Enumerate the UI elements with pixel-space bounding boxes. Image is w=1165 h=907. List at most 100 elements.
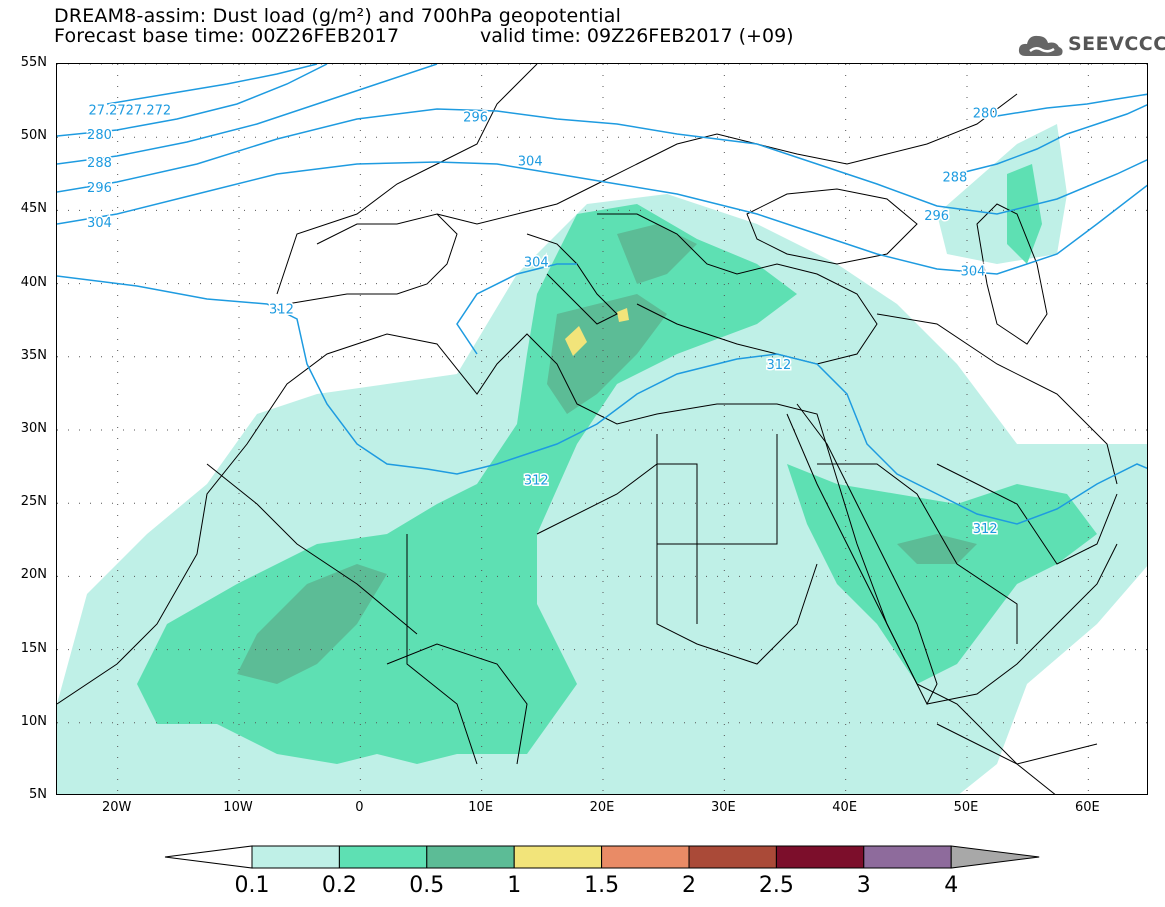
coastline-arabia — [926, 543, 1118, 705]
coastline-iberia — [286, 213, 458, 305]
coastline-europe — [276, 64, 538, 295]
contour-label: 296 — [463, 111, 488, 126]
contour-312 — [57, 275, 1147, 525]
colorbar-cell — [601, 845, 690, 869]
contour-label: 304 — [87, 216, 112, 231]
border-nigeria — [386, 643, 528, 765]
map-canvas: 27.2727.272 280 288 296 304 296 304 304 312 312 31… — [57, 64, 1147, 794]
map-title: DREAM8-assim: Dust load (g/m²) and 700hP… — [54, 5, 622, 27]
contour-296 — [57, 108, 1147, 215]
dust-band-1 — [565, 326, 587, 356]
coastline-italy — [526, 233, 618, 325]
lat-label: 35N — [20, 347, 47, 363]
coastline-balkans — [597, 213, 878, 365]
lat-label: 50N — [20, 128, 47, 144]
contour-label: 304 — [961, 264, 986, 279]
valid-time: valid time: 09Z26FEB2017 (+09) — [480, 25, 794, 47]
colorbar-label: 0.5 — [409, 873, 445, 898]
border-europe — [436, 93, 1018, 225]
lon-label: 50E — [953, 800, 979, 815]
colorbar-label: 0.1 — [234, 873, 270, 898]
lat-label: 55N — [20, 55, 47, 70]
lat-label: 10N — [20, 713, 47, 729]
colorbar-under-triangle — [164, 845, 253, 869]
border-sahara-1 — [206, 463, 418, 635]
contour-label: 296 — [87, 181, 112, 196]
colorbar-cell — [863, 845, 952, 869]
colorbar — [164, 845, 1040, 869]
colorbar-cell — [338, 845, 428, 869]
contour-label: 312 — [973, 522, 998, 537]
contour-label: 288 — [942, 171, 967, 186]
contour-labels: 27.2727.272 280 288 296 304 296 304 304 312 312 31… — [86, 102, 1000, 539]
contour-label: 280 — [973, 106, 998, 121]
lon-label: 20W — [101, 800, 132, 815]
contour-label: 312 — [524, 474, 549, 489]
border-iran — [876, 313, 1118, 485]
geopotential-contours — [57, 64, 1147, 525]
lat-label: 15N — [20, 640, 47, 656]
contour-280-east — [996, 93, 1147, 117]
border-sudan — [656, 544, 818, 665]
contour-288-east — [956, 104, 1147, 175]
colorbar-label: 4 — [944, 873, 959, 898]
coastline-africa — [57, 333, 1056, 794]
colorbar-cell — [688, 845, 777, 869]
dust-band-0.5 — [237, 564, 387, 684]
colorbar-label: 2.5 — [758, 873, 794, 898]
dust-band-0.5-med — [547, 294, 667, 414]
contour-label: 304 — [524, 256, 549, 271]
coastline-caspian — [976, 203, 1048, 345]
lat-label: 20N — [20, 567, 47, 583]
dust-band-0.5-balkan — [617, 224, 697, 284]
contour-label: 27.2727.272 — [88, 103, 171, 118]
lat-label: 40N — [20, 274, 47, 290]
colorbar-label: 3 — [856, 873, 871, 898]
lon-label: 60E — [1074, 800, 1100, 815]
coastline-persian-gulf — [936, 463, 1118, 565]
contour-288 — [57, 64, 438, 165]
dust-load-map: 27.2727.272 280 288 296 304 296 304 304 312 312 31… — [56, 63, 1148, 795]
contour-label: 288 — [87, 156, 112, 171]
contour-label: 304 — [518, 155, 543, 170]
lon-label: 20E — [589, 800, 615, 815]
colorbar-label: 1 — [507, 873, 522, 898]
colorbar-cell — [775, 845, 865, 869]
lon-label: 0 — [355, 800, 364, 815]
seevccc-logo: SEEVCCC — [1016, 28, 1165, 62]
lat-label: 5N — [29, 787, 47, 802]
contour-label: 312 — [269, 302, 294, 317]
dust-band-0.2-caspian — [1007, 164, 1042, 264]
lon-label: 40E — [832, 800, 858, 815]
contour-label: 312 — [767, 358, 792, 373]
cloud-icon — [1018, 35, 1063, 56]
lat-label: 25N — [20, 494, 47, 510]
lon-label: 10E — [468, 800, 494, 815]
contour-272 — [106, 64, 318, 105]
dust-band-1-b — [617, 308, 629, 322]
lon-label: 10W — [223, 800, 253, 815]
contour-304 — [57, 161, 1147, 275]
colorbar-label: 0.2 — [321, 873, 357, 898]
coastline-somalia — [936, 723, 1098, 765]
contour-label: 296 — [924, 209, 949, 224]
border-libya-egypt — [656, 434, 778, 545]
contour-280 — [57, 64, 328, 137]
coastline-blacksea — [746, 188, 918, 265]
logo-text: SEEVCCC — [1068, 33, 1165, 55]
dust-band-0.5-arabia — [897, 534, 977, 564]
colorbar-over-triangle — [950, 845, 1040, 869]
lat-label: 30N — [20, 421, 47, 436]
dust-shading — [57, 124, 1147, 794]
dust-band-0.1-north-east — [937, 124, 1067, 264]
border-sahara-2 — [406, 534, 478, 765]
colorbar-cell — [513, 845, 603, 869]
contour-304-med — [456, 263, 577, 355]
colorbar-label: 1.5 — [584, 873, 620, 898]
border-arabia — [817, 463, 1018, 644]
lon-label: 30E — [710, 800, 736, 815]
forecast-base-time: Forecast base time: 00Z26FEB2017 — [54, 25, 400, 47]
colorbar-cell — [251, 845, 340, 869]
contour-label: 280 — [87, 128, 112, 143]
colorbar-cell — [426, 845, 515, 869]
